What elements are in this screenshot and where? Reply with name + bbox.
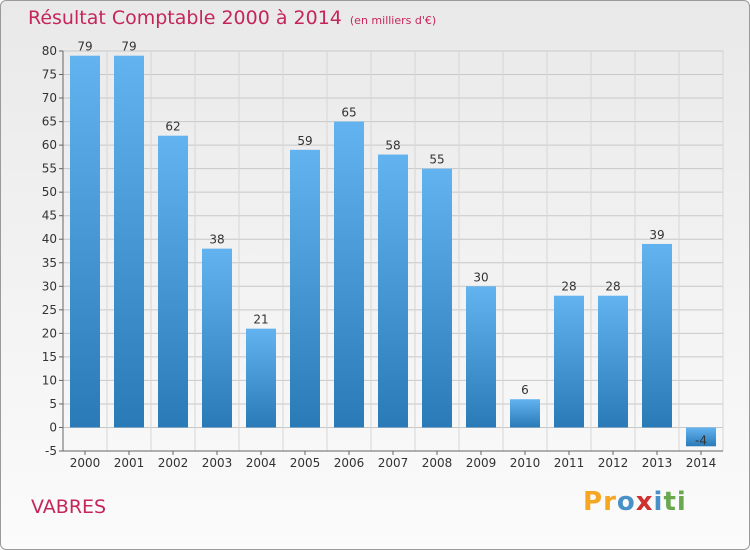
y-tick-label: 10 [42, 373, 57, 387]
bar [510, 399, 540, 428]
x-tick-label: 2001 [114, 456, 145, 470]
y-tick-label: 65 [42, 115, 57, 129]
data-label: 58 [385, 139, 400, 153]
bar [378, 154, 408, 428]
y-tick-label: 75 [42, 68, 57, 82]
data-label: 30 [473, 270, 488, 284]
x-tick-label: 2012 [598, 456, 629, 470]
x-tick-label: 2000 [70, 456, 101, 470]
logo-letter: P [583, 487, 604, 517]
x-tick-label: 2002 [158, 456, 189, 470]
data-label: 79 [121, 40, 136, 54]
chart-title-text: Résultat Comptable 2000 à 2014 [28, 7, 342, 29]
bar [686, 427, 716, 447]
logo-letter: r [603, 487, 617, 517]
y-tick-label: 25 [42, 303, 57, 317]
x-tick-label: 2011 [554, 456, 585, 470]
data-label: 79 [77, 40, 92, 54]
data-label: 62 [165, 120, 180, 134]
data-label: 21 [253, 313, 268, 327]
bar [554, 295, 584, 428]
data-label: 28 [605, 280, 620, 294]
data-label: 28 [561, 280, 576, 294]
x-tick-label: 2004 [246, 456, 277, 470]
y-tick-label: 20 [42, 326, 57, 340]
data-label: 6 [521, 383, 529, 397]
bar [70, 55, 100, 428]
bar [290, 149, 320, 428]
y-tick-label: 50 [42, 185, 57, 199]
x-tick-label: 2005 [290, 456, 321, 470]
data-label: 39 [649, 228, 664, 242]
y-tick-label: 45 [42, 209, 57, 223]
bar [598, 295, 628, 428]
data-label: 59 [297, 134, 312, 148]
bar [334, 121, 364, 428]
logo-letter: o [616, 487, 636, 517]
x-tick-label: 2009 [466, 456, 497, 470]
y-tick-label: -5 [45, 444, 57, 458]
bar [158, 135, 188, 428]
y-tick-label: 80 [42, 44, 57, 58]
x-tick-label: 2010 [510, 456, 541, 470]
y-tick-label: 35 [42, 256, 57, 270]
y-tick-label: 0 [49, 420, 57, 434]
bar [642, 243, 672, 428]
y-tick-label: 40 [42, 232, 57, 246]
y-tick-label: 30 [42, 279, 57, 293]
x-tick-label: 2008 [422, 456, 453, 470]
x-tick-label: 2014 [686, 456, 717, 470]
bar [422, 168, 452, 428]
bar [246, 328, 276, 428]
logo-letter: i [676, 487, 687, 517]
y-tick-label: 70 [42, 91, 57, 105]
proxiti-logo: Proxiti [583, 487, 687, 517]
bar [466, 286, 496, 428]
x-tick-label: 2006 [334, 456, 365, 470]
data-label: 65 [341, 106, 356, 120]
data-label: 38 [209, 233, 224, 247]
bar [202, 248, 232, 428]
y-tick-label: 60 [42, 138, 57, 152]
y-tick-label: 55 [42, 162, 57, 176]
y-tick-label: 15 [42, 350, 57, 364]
x-tick-label: 2013 [642, 456, 673, 470]
x-tick-label: 2007 [378, 456, 409, 470]
x-tick-label: 2003 [202, 456, 233, 470]
chart-title: Résultat Comptable 2000 à 2014 (en millie… [28, 7, 436, 29]
data-label: -4 [695, 433, 707, 447]
logo-letter: x [635, 487, 654, 517]
commune-name: VABRES [31, 496, 107, 518]
logo-letter: t [663, 487, 677, 517]
y-tick-label: 5 [49, 397, 57, 411]
bar [114, 55, 144, 428]
chart-title-unit: (en milliers d'€) [349, 14, 437, 27]
logo-letter: i [653, 487, 664, 517]
data-label: 55 [429, 153, 444, 167]
